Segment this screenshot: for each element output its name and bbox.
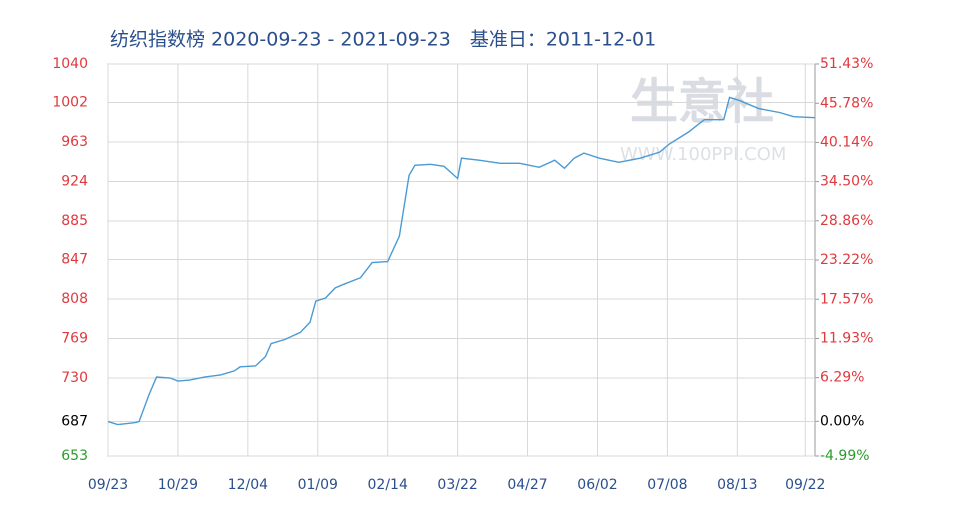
y2-tick-label: 11.93% — [820, 330, 873, 346]
x-tick-label: 01/09 — [298, 477, 338, 493]
y2-tick-label: 0.00% — [820, 413, 864, 429]
y2-tick-label: 45.78% — [820, 95, 873, 111]
y2-tick-label: 23.22% — [820, 252, 873, 268]
y-tick-label: 687 — [61, 414, 88, 430]
watermark-url: WWW.100PPI.COM — [620, 144, 786, 165]
y-tick-label: 885 — [61, 213, 88, 229]
y-tick-label: 924 — [61, 173, 88, 189]
y2-tick-label: 40.14% — [820, 134, 873, 150]
x-tick-label: 09/23 — [88, 477, 128, 493]
x-tick-label: 09/22 — [785, 477, 825, 493]
y2-tick-label: 17.57% — [820, 291, 873, 307]
x-tick-label: 12/04 — [228, 477, 268, 493]
y-tick-label: 730 — [61, 370, 88, 386]
y2-tick-label: 28.86% — [820, 213, 873, 229]
y-tick-label: 1002 — [52, 94, 88, 110]
y-tick-label: 769 — [61, 331, 88, 347]
x-tick-label: 08/13 — [717, 477, 757, 493]
data-line — [107, 96, 816, 426]
x-tick-label: 04/27 — [507, 477, 547, 493]
x-tick-label: 07/08 — [647, 477, 687, 493]
chart-title: 纺织指数榜 2020-09-23 - 2021-09-23 基准日：2011-1… — [110, 29, 656, 51]
y2-tick-label: 51.43% — [820, 56, 873, 72]
x-tick-label: 10/29 — [158, 477, 198, 493]
y2-tick-label: 34.50% — [820, 174, 873, 190]
y-tick-label: 653 — [61, 448, 88, 464]
y-tick-label: 847 — [61, 251, 88, 267]
y2-tick-label: -4.99% — [820, 448, 870, 464]
y-tick-label: 808 — [61, 291, 88, 307]
y2-tick-label: 6.29% — [820, 370, 864, 386]
x-tick-label: 06/02 — [577, 477, 617, 493]
y-tick-label: 1040 — [52, 56, 88, 72]
y-tick-label: 963 — [61, 134, 88, 150]
x-tick-label: 03/22 — [437, 477, 477, 493]
x-tick-label: 02/14 — [368, 477, 408, 493]
